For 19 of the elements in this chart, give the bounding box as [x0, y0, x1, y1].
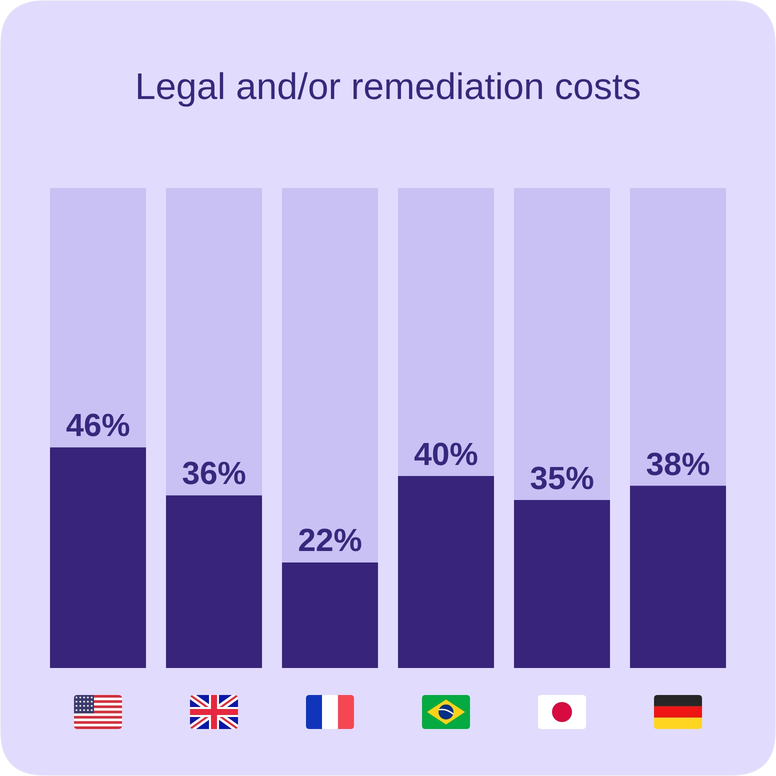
bar	[630, 188, 726, 486]
chart-title: Legal and/or remediation costs	[135, 66, 641, 107]
data-label: 35%	[530, 460, 594, 496]
data-label: 38%	[646, 446, 710, 482]
bar	[514, 188, 610, 500]
data-label: 40%	[414, 436, 478, 472]
bar	[630, 486, 726, 668]
bar	[514, 500, 610, 668]
bar	[398, 476, 494, 668]
data-label: 22%	[298, 522, 362, 558]
bar	[166, 495, 262, 668]
bar	[398, 188, 494, 476]
bar	[50, 447, 146, 668]
data-label: 36%	[182, 455, 246, 491]
bar	[166, 188, 262, 496]
bar	[282, 562, 378, 668]
bar	[282, 188, 378, 562]
data-label: 46%	[66, 407, 130, 443]
bar	[50, 188, 146, 448]
